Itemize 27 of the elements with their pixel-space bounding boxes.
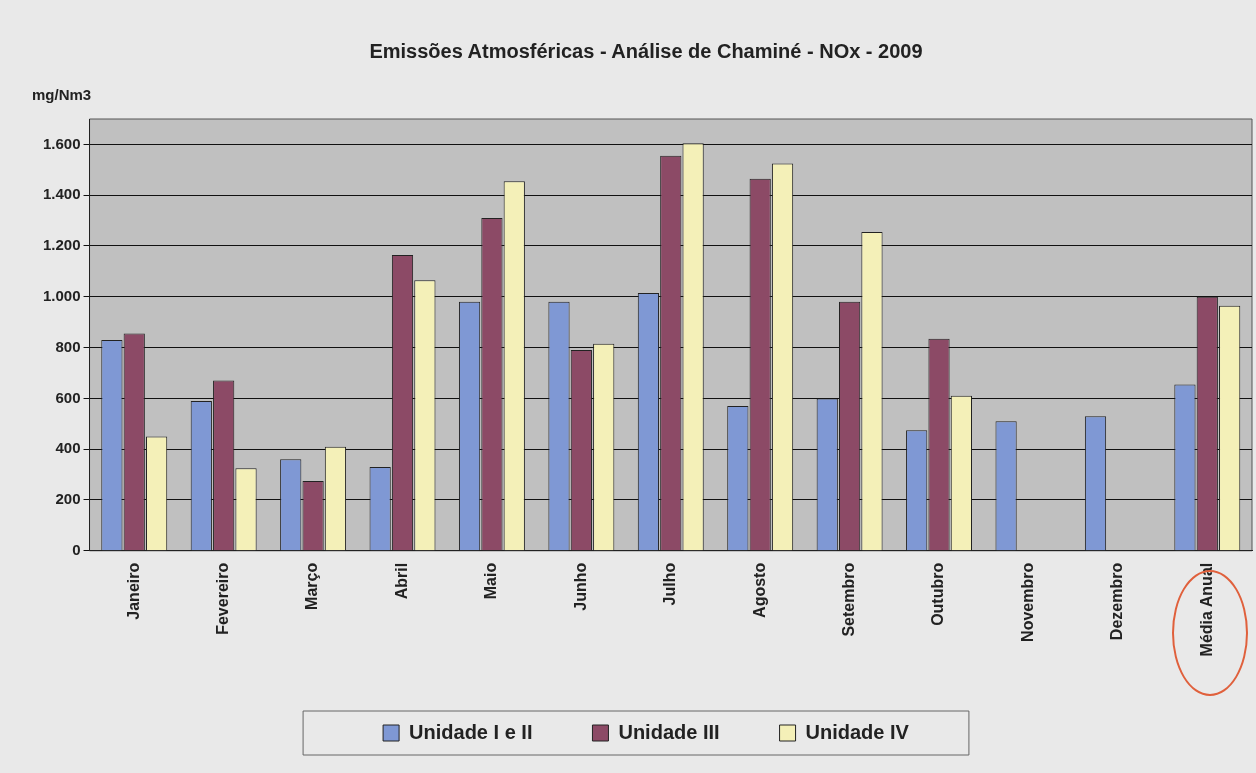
x-tick-label: Fevereiro <box>214 562 232 635</box>
y-tick-label: 600 <box>55 388 81 406</box>
y-tick-label: 1.600 <box>42 134 81 152</box>
x-tick-label: Maio <box>482 562 500 600</box>
x-tick-label: Julho <box>661 562 679 606</box>
x-tick-label: Outubro <box>929 562 947 626</box>
y-tick-label: 1.000 <box>42 286 81 304</box>
y-tick-label: 400 <box>55 439 81 457</box>
y-tick-label: 0 <box>72 540 81 558</box>
x-tick-label: Novembro <box>1018 562 1036 642</box>
x-tick-label: Junho <box>571 562 589 611</box>
y-tick-label: 800 <box>55 337 81 355</box>
y-tick-label: 200 <box>55 490 81 508</box>
y-tick-label: 1.400 <box>42 185 81 203</box>
legend-label: Unidade IV <box>805 720 910 743</box>
x-tick-label: Março <box>303 562 321 610</box>
y-tick-label: 1.200 <box>42 236 81 254</box>
x-tick-label: Dezembro <box>1108 562 1126 641</box>
x-tick-label: Abril <box>392 562 410 600</box>
chart-title: Emissões Atmosféricas - Análise de Chaminé - NOx - 2009 <box>369 39 923 62</box>
legend-label: Unidade III <box>618 720 720 743</box>
x-tick-label: Agosto <box>750 562 768 618</box>
y-axis-title: mg/Nm3 <box>32 86 92 103</box>
x-tick-label: Janeiro <box>124 562 142 620</box>
x-tick-label: Setembro <box>840 562 858 637</box>
x-tick-label: Média Anual <box>1197 562 1215 657</box>
legend-label: Unidade I e II <box>409 720 533 743</box>
